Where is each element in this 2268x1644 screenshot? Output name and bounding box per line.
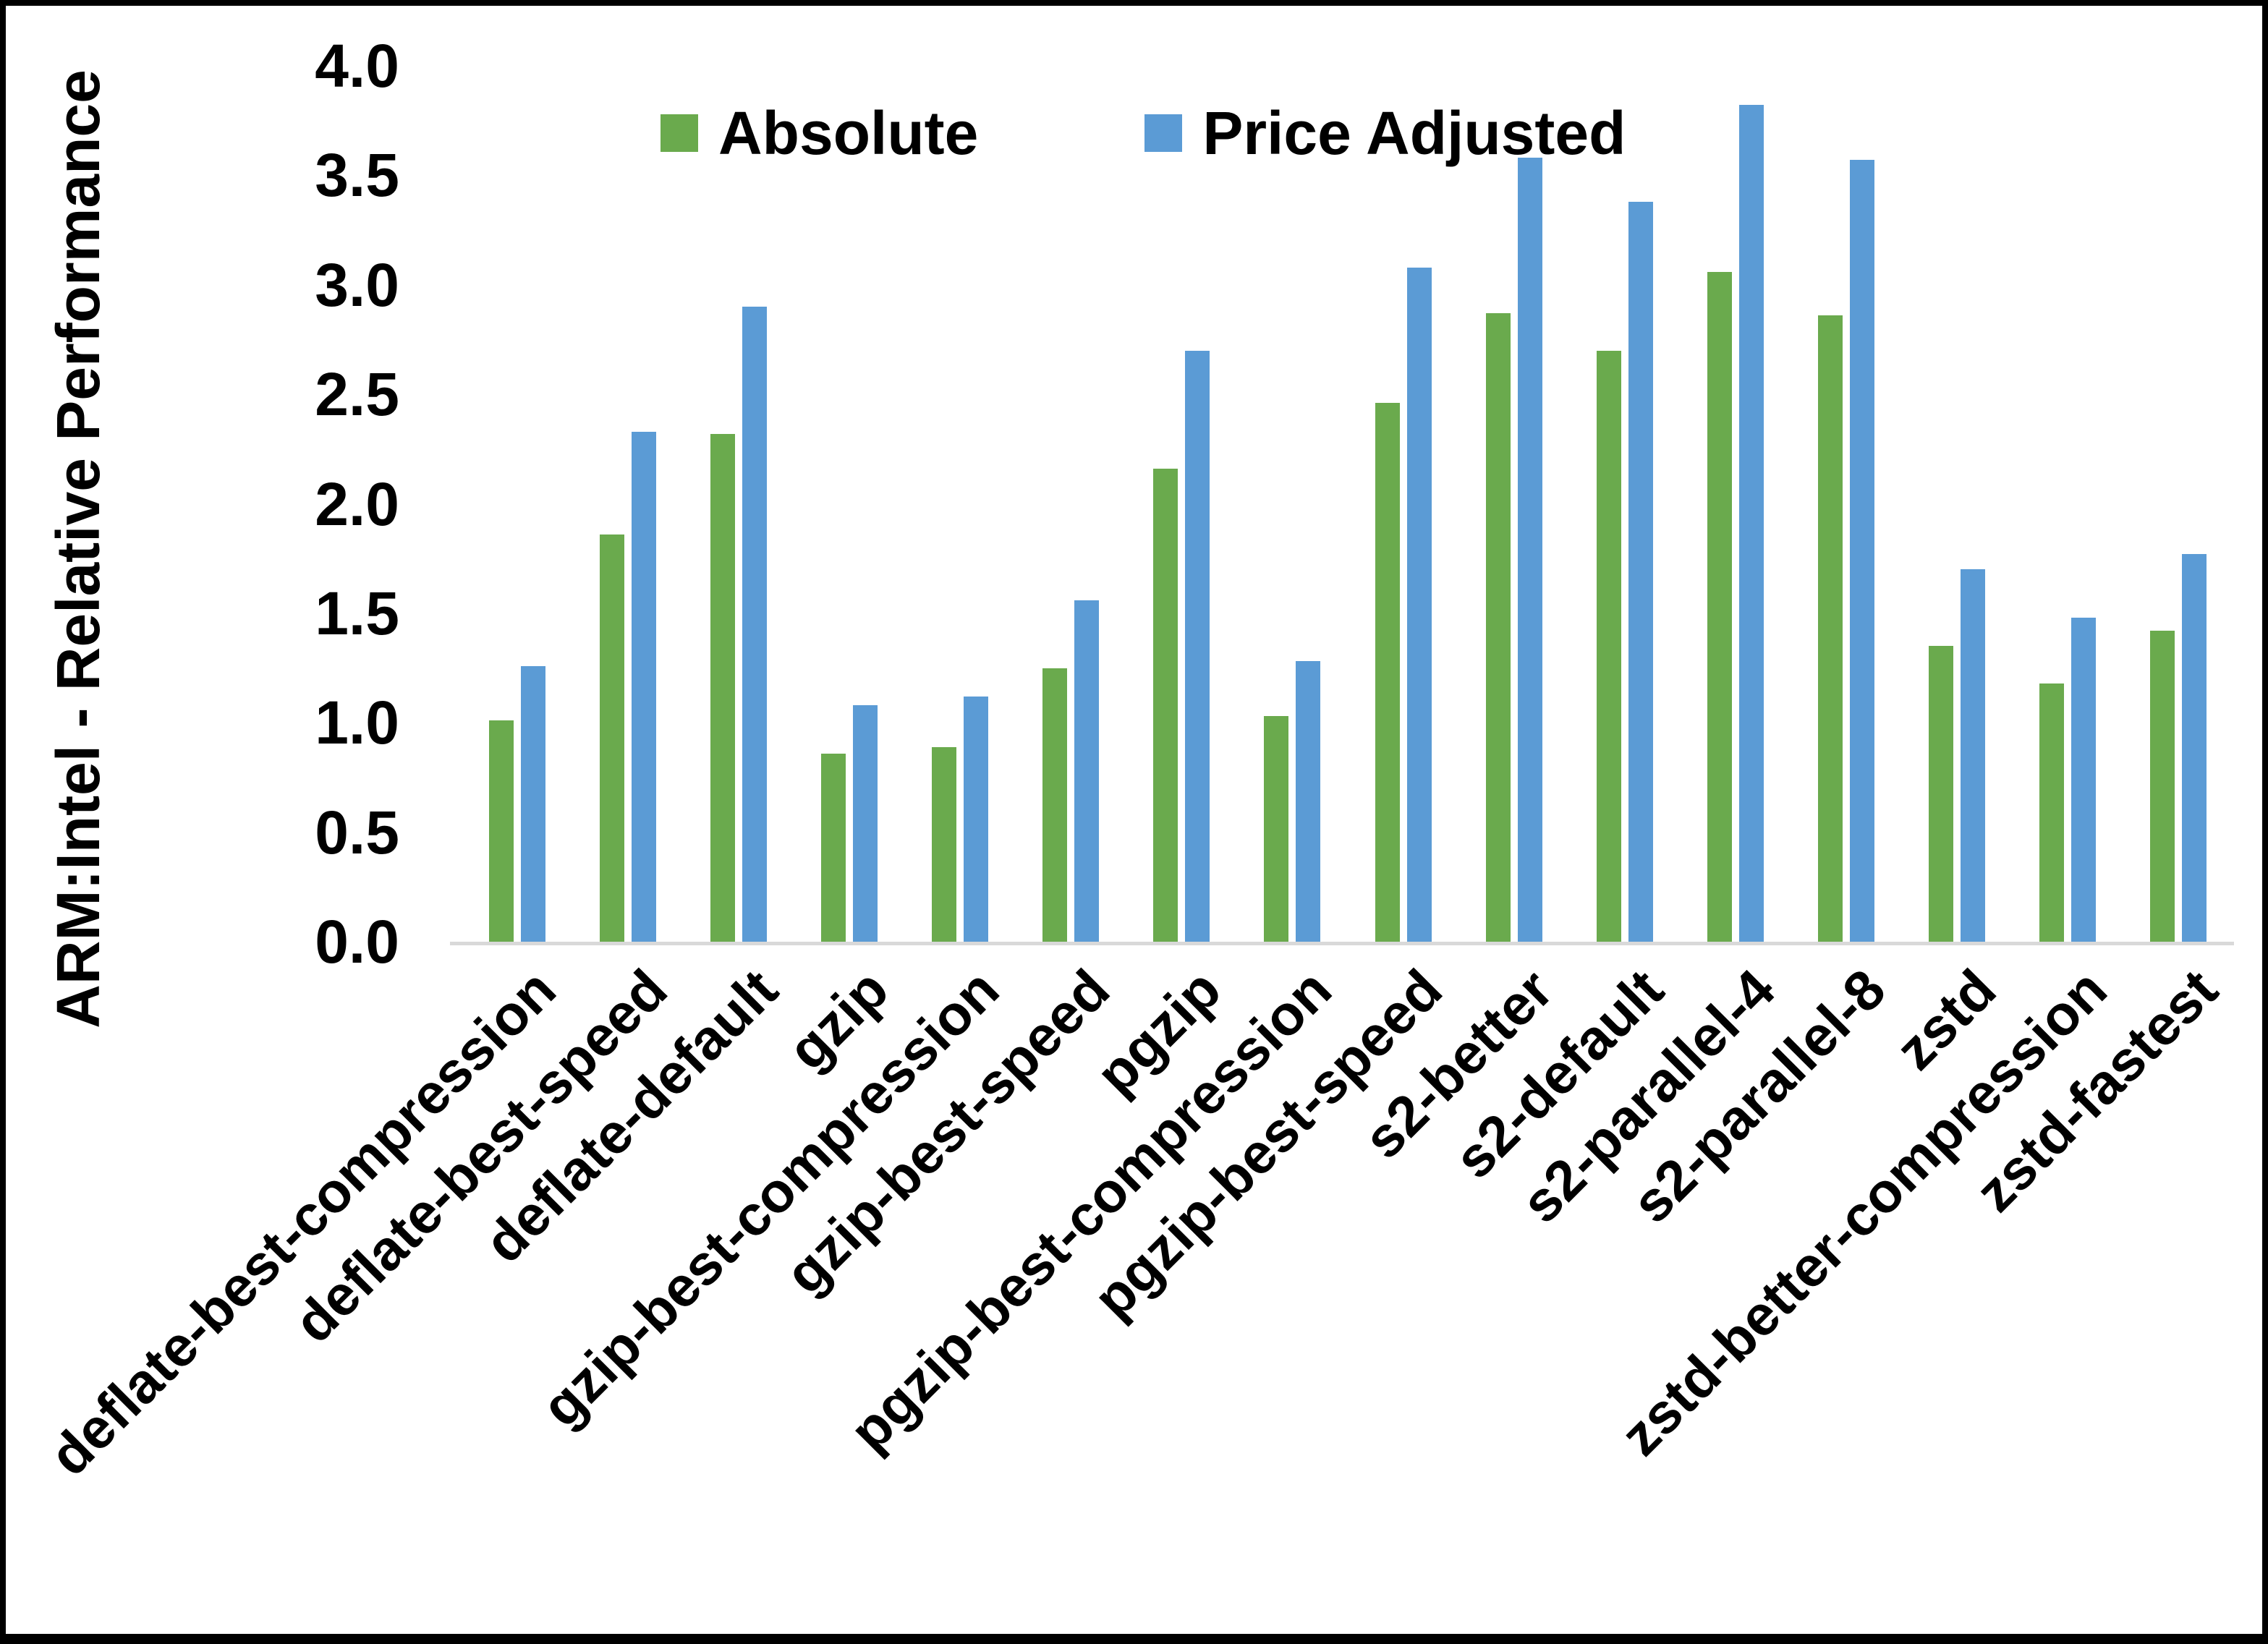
y-axis-tick-label: 1.5 xyxy=(315,579,399,647)
bar-absolute-pgzip-best-speed xyxy=(1375,403,1400,942)
legend-entry-price-adjusted: Price Adjusted xyxy=(1144,98,1626,168)
bar-absolute-zstd-better-compression xyxy=(2039,683,2065,942)
bar-absolute-zstd-fastest xyxy=(2150,631,2175,942)
legend-swatch-price-adjusted xyxy=(1144,114,1183,152)
bar-absolute-gzip-best-compression xyxy=(932,746,957,942)
bar-price-adjusted-s2-default xyxy=(1628,201,1653,942)
bar-price-adjusted-gzip-best-compression xyxy=(964,696,989,942)
bar-absolute-pgzip xyxy=(1153,469,1178,942)
y-axis-title: ARM:Intel - Relative Performance xyxy=(44,69,112,1028)
bar-absolute-deflate-default xyxy=(710,433,735,942)
bar-price-adjusted-s2-better xyxy=(1517,158,1542,942)
y-axis-tick-label: 0.5 xyxy=(315,798,399,866)
bar-price-adjusted-gzip xyxy=(852,705,878,942)
y-axis-tick-label: 0.0 xyxy=(315,908,399,976)
legend-label-absolute: Absolute xyxy=(718,99,979,167)
bar-price-adjusted-deflate-best-compression xyxy=(520,665,545,942)
bar-absolute-s2-default xyxy=(1596,350,1621,942)
y-axis-tick-label: 3.0 xyxy=(315,250,399,319)
bar-absolute-s2-parallel-8 xyxy=(1818,315,1843,942)
y-axis-tick-label: 2.5 xyxy=(315,360,399,429)
legend-entry-absolute: Absolute xyxy=(661,98,978,168)
bar-absolute-zstd xyxy=(1929,646,1954,942)
legend-label-price-adjusted: Price Adjusted xyxy=(1202,99,1626,167)
bar-absolute-deflate-best-speed xyxy=(599,534,624,942)
bar-absolute-pgzip-best-compression xyxy=(1264,716,1289,942)
bar-absolute-s2-better xyxy=(1485,313,1511,942)
bar-price-adjusted-zstd-fastest xyxy=(2182,554,2207,942)
bar-price-adjusted-zstd xyxy=(1961,569,1986,942)
bar-price-adjusted-deflate-default xyxy=(742,307,767,942)
bar-price-adjusted-deflate-best-speed xyxy=(631,431,656,942)
y-axis-tick-label: 1.0 xyxy=(315,689,399,757)
bar-price-adjusted-pgzip-best-speed xyxy=(1406,267,1432,942)
bar-absolute-deflate-best-compression xyxy=(488,720,514,942)
bar-price-adjusted-pgzip xyxy=(1185,350,1210,942)
y-axis-tick-label: 3.5 xyxy=(315,141,399,210)
legend-swatch-absolute xyxy=(661,114,698,152)
bar-absolute-s2-parallel-4 xyxy=(1707,271,1732,942)
bar-absolute-gzip xyxy=(820,753,846,942)
bar-price-adjusted-pgzip-best-compression xyxy=(1296,661,1321,942)
bar-price-adjusted-s2-parallel-8 xyxy=(1850,160,1875,942)
y-axis-tick-label: 2.0 xyxy=(315,469,399,538)
bar-price-adjusted-zstd-better-compression xyxy=(2071,617,2097,942)
y-axis-tick-label: 4.0 xyxy=(315,32,399,100)
chart-legend: Absolute Price Adjusted xyxy=(661,98,1626,168)
bar-price-adjusted-gzip-best-speed xyxy=(1074,600,1100,942)
bar-absolute-gzip-best-speed xyxy=(1042,668,1068,942)
bar-price-adjusted-s2-parallel-4 xyxy=(1738,105,1764,942)
x-axis-line xyxy=(450,942,2234,945)
